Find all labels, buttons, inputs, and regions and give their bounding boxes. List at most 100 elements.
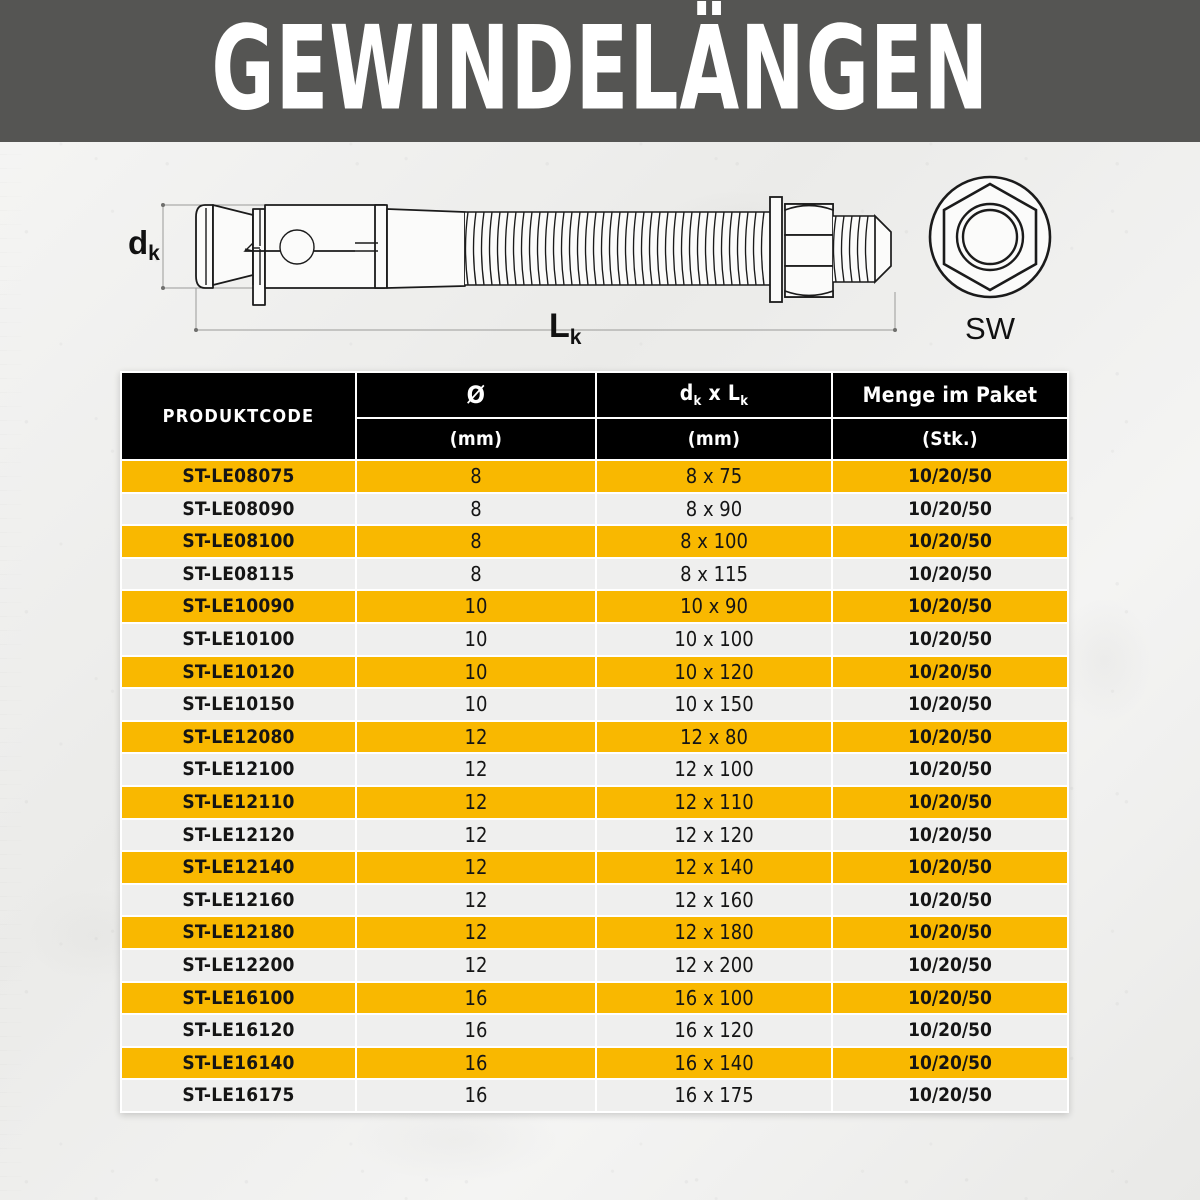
column-unit-quantity: (Stk.) xyxy=(832,419,1067,459)
sw-inner-circle-inner xyxy=(961,208,1019,266)
anchor-bolt-diagram: dk Lk SW xyxy=(128,175,1052,349)
table-row: ST-LE10150 10 10 x 150 10/20/50 xyxy=(122,689,1067,720)
cell-produktcode: ST-LE16100 xyxy=(122,982,355,1014)
dim-separator: x xyxy=(701,380,728,405)
cell-diameter: 10 xyxy=(356,591,595,622)
cell-produktcode: ST-LE08075 xyxy=(122,461,355,492)
cell-quantity: 10/20/50 xyxy=(832,623,1067,655)
cell-diameter: 12 xyxy=(356,721,595,753)
cell-produktcode: ST-LE08115 xyxy=(122,558,355,590)
table-row: ST-LE12140 12 12 x 140 10/20/50 xyxy=(122,852,1067,883)
cell-diameter: 10 xyxy=(356,656,595,688)
sw-end-view xyxy=(928,175,1052,299)
cell-produktcode: ST-LE16175 xyxy=(122,1080,355,1111)
nut-face-middle xyxy=(784,234,834,267)
cell-produktcode: ST-LE12100 xyxy=(122,754,355,785)
cell-dimensions: 8 x 75 xyxy=(597,461,831,492)
bolt-cone-tip xyxy=(874,213,892,285)
cell-diameter: 12 xyxy=(356,949,595,981)
table-row: ST-LE16120 16 16 x 120 10/20/50 xyxy=(122,1015,1067,1046)
cell-diameter: 8 xyxy=(356,558,595,590)
cell-quantity: 10/20/50 xyxy=(832,917,1067,948)
nut-face-bottom xyxy=(784,265,834,298)
dk-label: dk xyxy=(128,224,160,265)
cell-dimensions: 10 x 120 xyxy=(597,656,831,688)
cell-diameter: 12 xyxy=(356,884,595,916)
thread-section xyxy=(464,211,770,286)
cell-produktcode: ST-LE16140 xyxy=(122,1047,355,1079)
cell-quantity: 10/20/50 xyxy=(832,884,1067,916)
cell-diameter: 16 xyxy=(356,1015,595,1046)
table-row: ST-LE08115 8 8 x 115 10/20/50 xyxy=(122,558,1067,590)
table-row: ST-LE12200 12 12 x 200 10/20/50 xyxy=(122,949,1067,981)
anchor-expansion-ball xyxy=(279,229,315,265)
cell-diameter: 8 xyxy=(356,493,595,525)
cell-produktcode: ST-LE12080 xyxy=(122,721,355,753)
cell-produktcode: ST-LE10100 xyxy=(122,623,355,655)
column-unit-dimensions: (mm) xyxy=(597,419,831,459)
cell-diameter: 12 xyxy=(356,819,595,851)
cell-quantity: 10/20/50 xyxy=(832,689,1067,720)
cell-dimensions: 10 x 90 xyxy=(597,591,831,622)
dim-second: L xyxy=(727,380,741,405)
cell-produktcode: ST-LE12110 xyxy=(122,786,355,818)
table-row: ST-LE12120 12 12 x 120 10/20/50 xyxy=(122,819,1067,851)
cell-produktcode: ST-LE12180 xyxy=(122,917,355,948)
anchor-shank xyxy=(386,208,466,289)
washer-and-nut xyxy=(769,196,834,303)
cell-quantity: 10/20/50 xyxy=(832,1015,1067,1046)
table-row: ST-LE10090 10 10 x 90 10/20/50 xyxy=(122,591,1067,622)
sw-label: SW xyxy=(965,311,1016,346)
cell-quantity: 10/20/50 xyxy=(832,558,1067,590)
cell-quantity: 10/20/50 xyxy=(832,754,1067,785)
anchor-clip-sleeve xyxy=(252,208,266,306)
table-header-row-primary: PRODUKTCODE Ø dk x Lk Menge im Paket xyxy=(122,373,1067,459)
table-row: ST-LE08100 8 8 x 100 10/20/50 xyxy=(122,526,1067,557)
cell-dimensions: 12 x 80 xyxy=(597,721,831,753)
cell-diameter: 8 xyxy=(356,461,595,492)
table-row: ST-LE10120 10 10 x 120 10/20/50 xyxy=(122,656,1067,688)
dim-second-sub: k xyxy=(740,394,749,410)
cell-quantity: 10/20/50 xyxy=(832,949,1067,981)
table-row: ST-LE08075 8 8 x 75 10/20/50 xyxy=(122,461,1067,492)
sw-outer-circle xyxy=(928,175,1052,299)
cell-quantity: 10/20/50 xyxy=(832,1047,1067,1079)
table-body: ST-LE08075 8 8 x 75 10/20/50 ST-LE08090 8 8 x … xyxy=(122,461,1067,1111)
table-row: ST-LE12180 12 12 x 180 10/20/50 xyxy=(122,917,1067,948)
cell-quantity: 10/20/50 xyxy=(832,982,1067,1014)
cell-produktcode: ST-LE16120 xyxy=(122,1015,355,1046)
lk-label: Lk xyxy=(549,307,582,349)
cell-produktcode: ST-LE08100 xyxy=(122,526,355,557)
cell-quantity: 10/20/50 xyxy=(832,819,1067,851)
cell-quantity: 10/20/50 xyxy=(832,721,1067,753)
cell-produktcode: ST-LE10090 xyxy=(122,591,355,622)
table-head: PRODUKTCODE Ø dk x Lk Menge im Paket (mm… xyxy=(122,373,1067,459)
table-row: ST-LE12080 12 12 x 80 10/20/50 xyxy=(122,721,1067,753)
anchor-clip-cone xyxy=(212,204,254,286)
cell-dimensions: 16 x 140 xyxy=(597,1047,831,1079)
cell-dimensions: 8 x 115 xyxy=(597,558,831,590)
cell-quantity: 10/20/50 xyxy=(832,1080,1067,1111)
diameter-symbol: Ø xyxy=(466,381,486,409)
cell-diameter: 12 xyxy=(356,754,595,785)
nut-side-thread-and-tip xyxy=(832,213,892,285)
column-header-produktcode: PRODUKTCODE xyxy=(122,373,355,459)
cell-diameter: 12 xyxy=(356,852,595,883)
cell-diameter: 16 xyxy=(356,1047,595,1079)
column-header-quantity: Menge im Paket xyxy=(832,373,1067,417)
cell-quantity: 10/20/50 xyxy=(832,591,1067,622)
table-row: ST-LE12100 12 12 x 100 10/20/50 xyxy=(122,754,1067,785)
cell-dimensions: 8 x 90 xyxy=(597,493,831,525)
washer xyxy=(769,196,783,303)
cell-quantity: 10/20/50 xyxy=(832,786,1067,818)
table-row: ST-LE16100 16 16 x 100 10/20/50 xyxy=(122,982,1067,1014)
cell-dimensions: 12 x 100 xyxy=(597,754,831,785)
cell-quantity: 10/20/50 xyxy=(832,493,1067,525)
cell-diameter: 8 xyxy=(356,526,595,557)
cell-dimensions: 12 x 140 xyxy=(597,852,831,883)
table-header-row-units: (mm) (mm) (Stk.) xyxy=(122,419,1067,459)
cell-dimensions: 12 x 180 xyxy=(597,917,831,948)
cell-dimensions: 16 x 175 xyxy=(597,1080,831,1111)
cell-produktcode: ST-LE10150 xyxy=(122,689,355,720)
technical-drawing: dk Lk SW xyxy=(0,142,1200,372)
